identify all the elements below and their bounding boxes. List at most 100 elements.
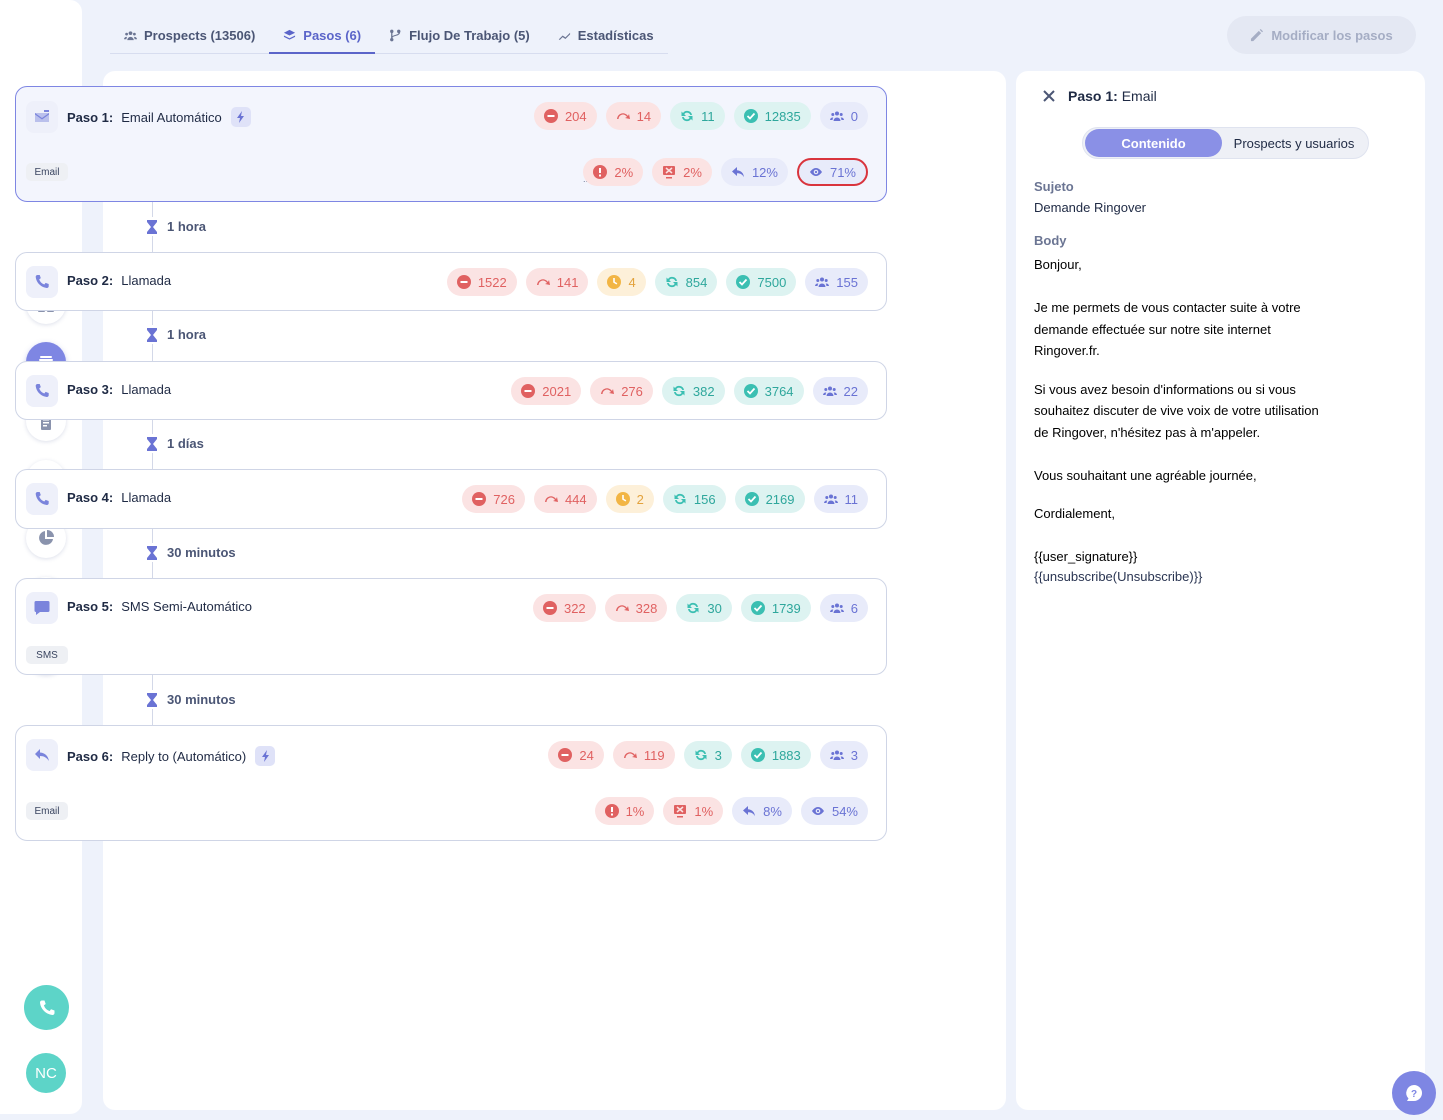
stat-in-progress: 382 [661, 377, 725, 405]
stat-value: 726 [493, 491, 515, 507]
close-icon [1043, 90, 1055, 102]
detail-title-type: Email [1121, 88, 1157, 104]
step-2-stats: 1522 141 4 854 7500 155 [446, 268, 868, 296]
body-line: Vous souhaitant une agréable journée, [1034, 467, 1257, 483]
stat-stopped: 1522 [446, 268, 517, 296]
stat-value: 3 [714, 747, 722, 763]
hourglass-icon [147, 327, 157, 342]
segment-prospects-usuarios[interactable]: Prospects y usuarios [1233, 135, 1355, 151]
step-card-1[interactable]: Paso 1: Email Automático 204 14 11 12835… [15, 86, 887, 202]
body-line: demande effectuée sur notre site interne… [1034, 321, 1271, 337]
delay-1: 1 hora [147, 217, 207, 236]
stat-skipped: 141 [525, 268, 589, 296]
step-card-3[interactable]: Paso 3: Llamada 2021 276 382 3764 22 [15, 361, 887, 420]
stat-value: 4 [628, 274, 636, 290]
check-circle-icon [750, 601, 765, 615]
detail-segmented-control: Contenido Prospects y usuarios [1082, 127, 1369, 159]
phone-icon [35, 274, 49, 289]
people-icon [823, 494, 838, 504]
stat-value: 30 [707, 600, 722, 616]
stat-value: 12% [751, 164, 778, 180]
stat-in-progress: 3 [683, 741, 732, 769]
minus-circle-icon [472, 492, 487, 506]
stat-value: 1% [625, 803, 645, 819]
phone-icon [39, 1000, 55, 1015]
phone-icon [35, 383, 49, 398]
stat-people: 0 [819, 102, 868, 130]
stat-completed: 1739 [740, 594, 811, 622]
step-1-number: Paso 1: [67, 109, 114, 125]
stat-skipped: 119 [612, 741, 675, 769]
segment-contenido[interactable]: Contenido [1085, 129, 1223, 157]
clock-icon [615, 492, 630, 506]
modify-steps-button[interactable]: Modificar los pasos [1227, 16, 1416, 54]
stat-value: 3764 [764, 383, 794, 399]
reply-icon [731, 167, 744, 178]
help-chat-button[interactable]: ? [1392, 1071, 1436, 1115]
hourglass-icon [147, 545, 157, 560]
stat-stopped: 726 [462, 485, 525, 513]
step-1-name: Email Automático [121, 109, 222, 125]
close-panel-button[interactable] [1042, 89, 1056, 103]
body-line: Cordialement, [1034, 506, 1115, 521]
minus-circle-icon [542, 601, 557, 615]
tab-pasos[interactable]: Pasos (6) [269, 18, 376, 54]
stat-pending: 2 [605, 485, 654, 513]
stat-value: 14 [636, 108, 652, 124]
step-card-5[interactable]: Paso 5: SMS Semi-Automático 322 328 30 1… [15, 578, 887, 675]
step-4-stats: 726 444 2 156 2169 11 [462, 485, 868, 513]
tab-statistics[interactable]: Estadísticas [544, 18, 668, 53]
step-5-stats: 322 328 30 1739 6 [532, 594, 868, 622]
step-card-6[interactable]: Paso 6: Reply to (Automático) 24 119 3 1… [15, 725, 887, 841]
step-1-stats: 204 14 11 12835 0 [533, 102, 868, 130]
people-icon [822, 386, 837, 396]
reply-icon [743, 806, 756, 817]
phone-icon [35, 491, 49, 506]
body-line: Je me permets de vous contacter suite à … [1034, 300, 1301, 315]
eye-icon [809, 168, 822, 176]
skip-arrow-icon [601, 388, 615, 394]
skip-arrow-icon [615, 605, 629, 611]
refresh-icon [687, 602, 699, 614]
stat-value: 854 [685, 274, 708, 290]
eye-icon [811, 807, 824, 815]
tab-prospects[interactable]: Prospects (13506) [110, 18, 269, 53]
phone-call-button[interactable] [24, 985, 69, 1030]
refresh-icon [695, 749, 707, 761]
step-6-title: Paso 6: Reply to (Automático) [67, 746, 276, 766]
delay-label: 1 días [167, 436, 204, 451]
stat-opened: 54% [800, 797, 868, 825]
stat-value: 1739 [771, 600, 801, 616]
stat-opened: 71% [796, 158, 868, 186]
stat-value: 7500 [757, 274, 787, 290]
people-icon [124, 31, 137, 41]
minus-circle-icon [456, 275, 471, 289]
user-avatar[interactable]: NC [26, 1053, 66, 1093]
stat-people: 3 [819, 741, 868, 769]
detail-title-number: Paso 1: [1068, 88, 1118, 104]
skip-arrow-icon [623, 752, 637, 758]
tab-workflow[interactable]: Flujo De Trabajo (5) [375, 18, 544, 53]
workflow-icon [390, 29, 401, 42]
stat-value: 24 [579, 747, 594, 763]
step-2-icon [26, 266, 58, 298]
stat-completed: 7500 [726, 268, 797, 296]
stat-value: 2% [614, 164, 634, 180]
stat-value: 54% [831, 803, 858, 819]
tab-pasos-label: Pasos (6) [303, 27, 362, 43]
stat-value: 141 [556, 274, 579, 290]
stat-value: 2% [683, 164, 702, 180]
step-3-icon [26, 375, 58, 407]
step-card-2[interactable]: Paso 2: Llamada 1522 141 4 854 7500 155 [15, 252, 887, 311]
automatic-badge [230, 107, 251, 127]
step-1-title: Paso 1: Email Automático [67, 107, 251, 127]
stat-stopped: 2021 [511, 377, 582, 405]
step-card-4[interactable]: Paso 4: Llamada 726 444 2 156 2169 11 [15, 469, 887, 529]
detail-title: Paso 1: Email [1068, 88, 1157, 104]
stat-value: 22 [843, 383, 858, 399]
delay-3: 1 días [147, 434, 204, 453]
stat-value: 155 [836, 274, 858, 290]
step-2-title: Paso 2: Llamada [67, 273, 171, 288]
stat-value: 3 [850, 747, 858, 763]
body-line: de Ringover, n'hésitez pas à m'appeler. [1034, 424, 1261, 440]
